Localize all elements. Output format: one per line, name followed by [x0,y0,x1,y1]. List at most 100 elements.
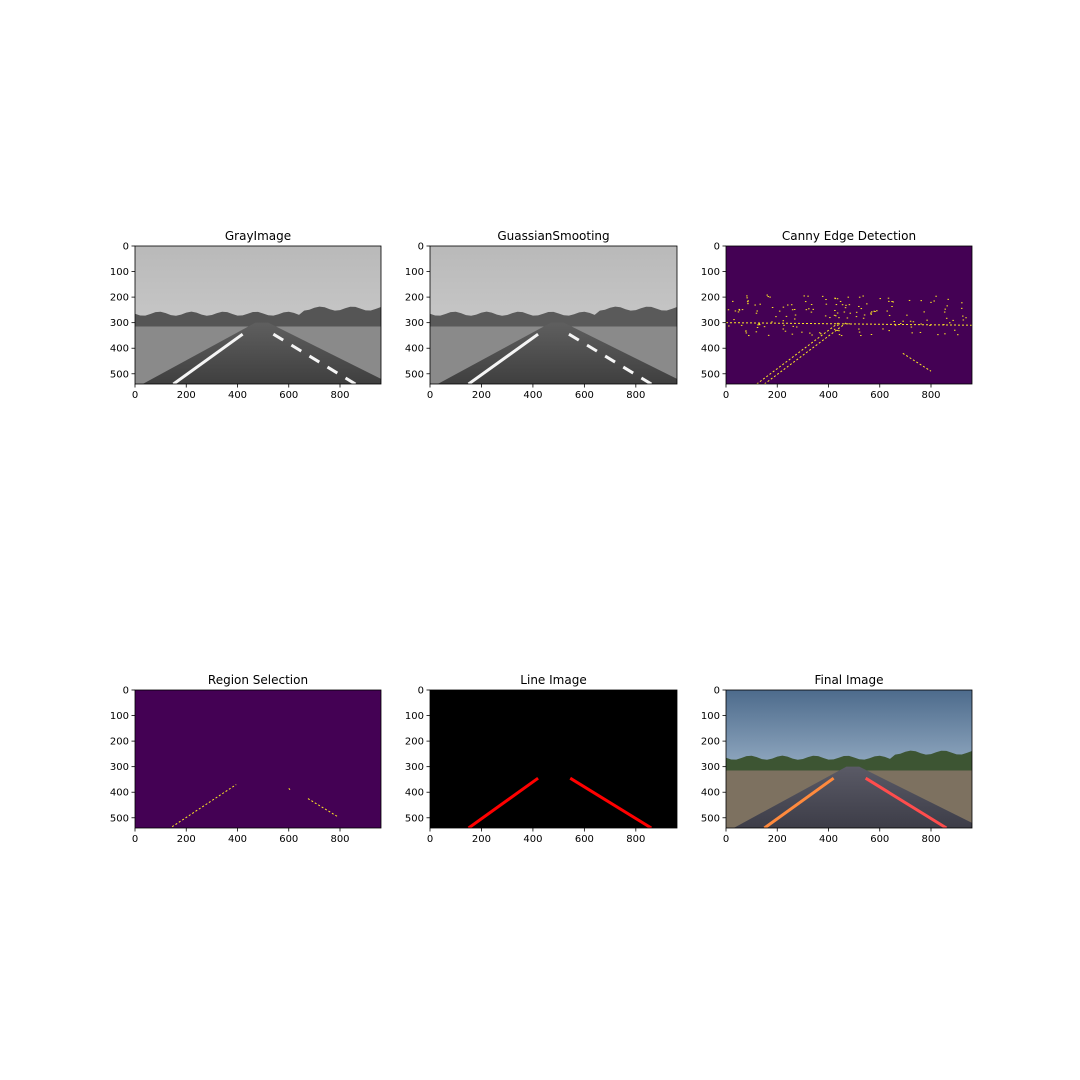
hough-line [569,776,653,828]
panel-image [135,690,381,828]
line-background [430,690,677,828]
edge-speckle [737,311,740,313]
x-tick-label: 400 [819,834,838,845]
y-tick-label: 100 [110,267,129,278]
edge-line [171,784,237,828]
edge-speckle [870,311,873,313]
panel-image [430,690,677,828]
edge-speckle [834,309,836,311]
panel-image [726,690,972,828]
edge-speckle [740,324,743,326]
edge-speckle [786,304,789,306]
x-tick-label: 600 [279,390,298,401]
edge-speckle [833,314,836,316]
edge-speckle [835,315,837,317]
y-tick-label: 300 [405,318,424,329]
edge-speckle [838,330,840,332]
edge-speckle [791,309,794,311]
x-tick-label: 800 [626,834,645,845]
y-tick-label: 0 [418,242,424,253]
edge-speckle [944,308,947,310]
x-tick-label: 400 [228,834,247,845]
tree-line [135,306,381,328]
y-tick-label: 0 [714,242,720,253]
edge-speckle [738,308,741,310]
edge-speckle [775,316,777,318]
y-tick-label: 300 [110,318,129,329]
edge-speckle [947,298,949,300]
edge-speckle [838,334,841,336]
edge-speckle [793,308,796,310]
x-tick-label: 0 [723,834,729,845]
edge-speckle [728,325,730,327]
overlay-lane-line [864,776,948,828]
edge-speckle [766,294,768,296]
edge-speckle [771,306,774,308]
edge-speckle [746,301,749,303]
edge-speckle [845,304,847,306]
edge-speckle [933,300,935,302]
road-surface [733,766,972,828]
edge-speckle [886,310,888,312]
y-tick-label: 500 [110,369,129,380]
edge-speckle [811,334,813,336]
y-tick-label: 400 [701,788,720,799]
edge-speckle [757,324,759,326]
edge-speckle [836,298,839,300]
edge-speckle [727,309,730,311]
edge-speckle [923,311,925,313]
axes-frame [725,245,973,385]
edge-speckle [862,295,864,297]
edge-speckle [894,324,897,326]
y-tick-label: 300 [701,318,720,329]
edge-speckle [943,311,946,313]
x-tick-label: 0 [132,390,138,401]
edge-speckle [888,300,890,302]
edge-speckle [838,317,840,319]
edge-speckle [805,309,808,311]
y-tick-label: 500 [701,813,720,824]
edge-speckle [747,303,749,305]
edge-speckle [738,309,741,311]
road-surface [437,322,677,384]
axes-frame [134,245,382,385]
x-tick-label: 400 [523,834,542,845]
y-tick-label: 300 [405,762,424,773]
edge-speckle [844,307,847,309]
x-tick-label: 200 [768,390,787,401]
edge-speckle [893,321,896,323]
edge-speckle [944,333,946,335]
edge-speckle [888,330,890,332]
edge-speckle [810,304,813,306]
panel-title: Region Selection [208,673,308,687]
panel-1: GrayImage 0 200 400 600 800 0 100 200 300 400 500 [110,229,382,401]
edge-speckle [821,295,824,297]
edge-speckle [943,324,945,326]
edge-speckle [874,310,876,312]
edge-speckle [741,309,744,311]
edge-speckle [771,321,773,323]
edge-speckle [935,295,937,297]
panel-image [726,246,972,384]
edge-speckle [733,319,735,321]
lane-marking-right [290,343,303,353]
edge-speckle [847,296,850,298]
sky-region [726,690,972,765]
edge-speckle [839,300,842,302]
edge-speckle [810,311,813,313]
edge-speckle [841,304,844,306]
edge-speckle [818,332,821,334]
edge-speckle [804,301,807,303]
edge-speckle [808,308,810,310]
edge-speckle [873,310,875,312]
y-tick-label: 100 [701,267,720,278]
lane-marking-right [568,332,580,342]
edge-speckle [767,334,770,336]
overlay-lane-line [763,776,835,828]
y-tick-label: 0 [123,686,129,697]
x-tick-label: 600 [575,834,594,845]
edge-speckle [835,304,838,306]
axes-frame [429,245,678,385]
x-tick-label: 200 [768,834,787,845]
edge-speckle [855,316,858,318]
